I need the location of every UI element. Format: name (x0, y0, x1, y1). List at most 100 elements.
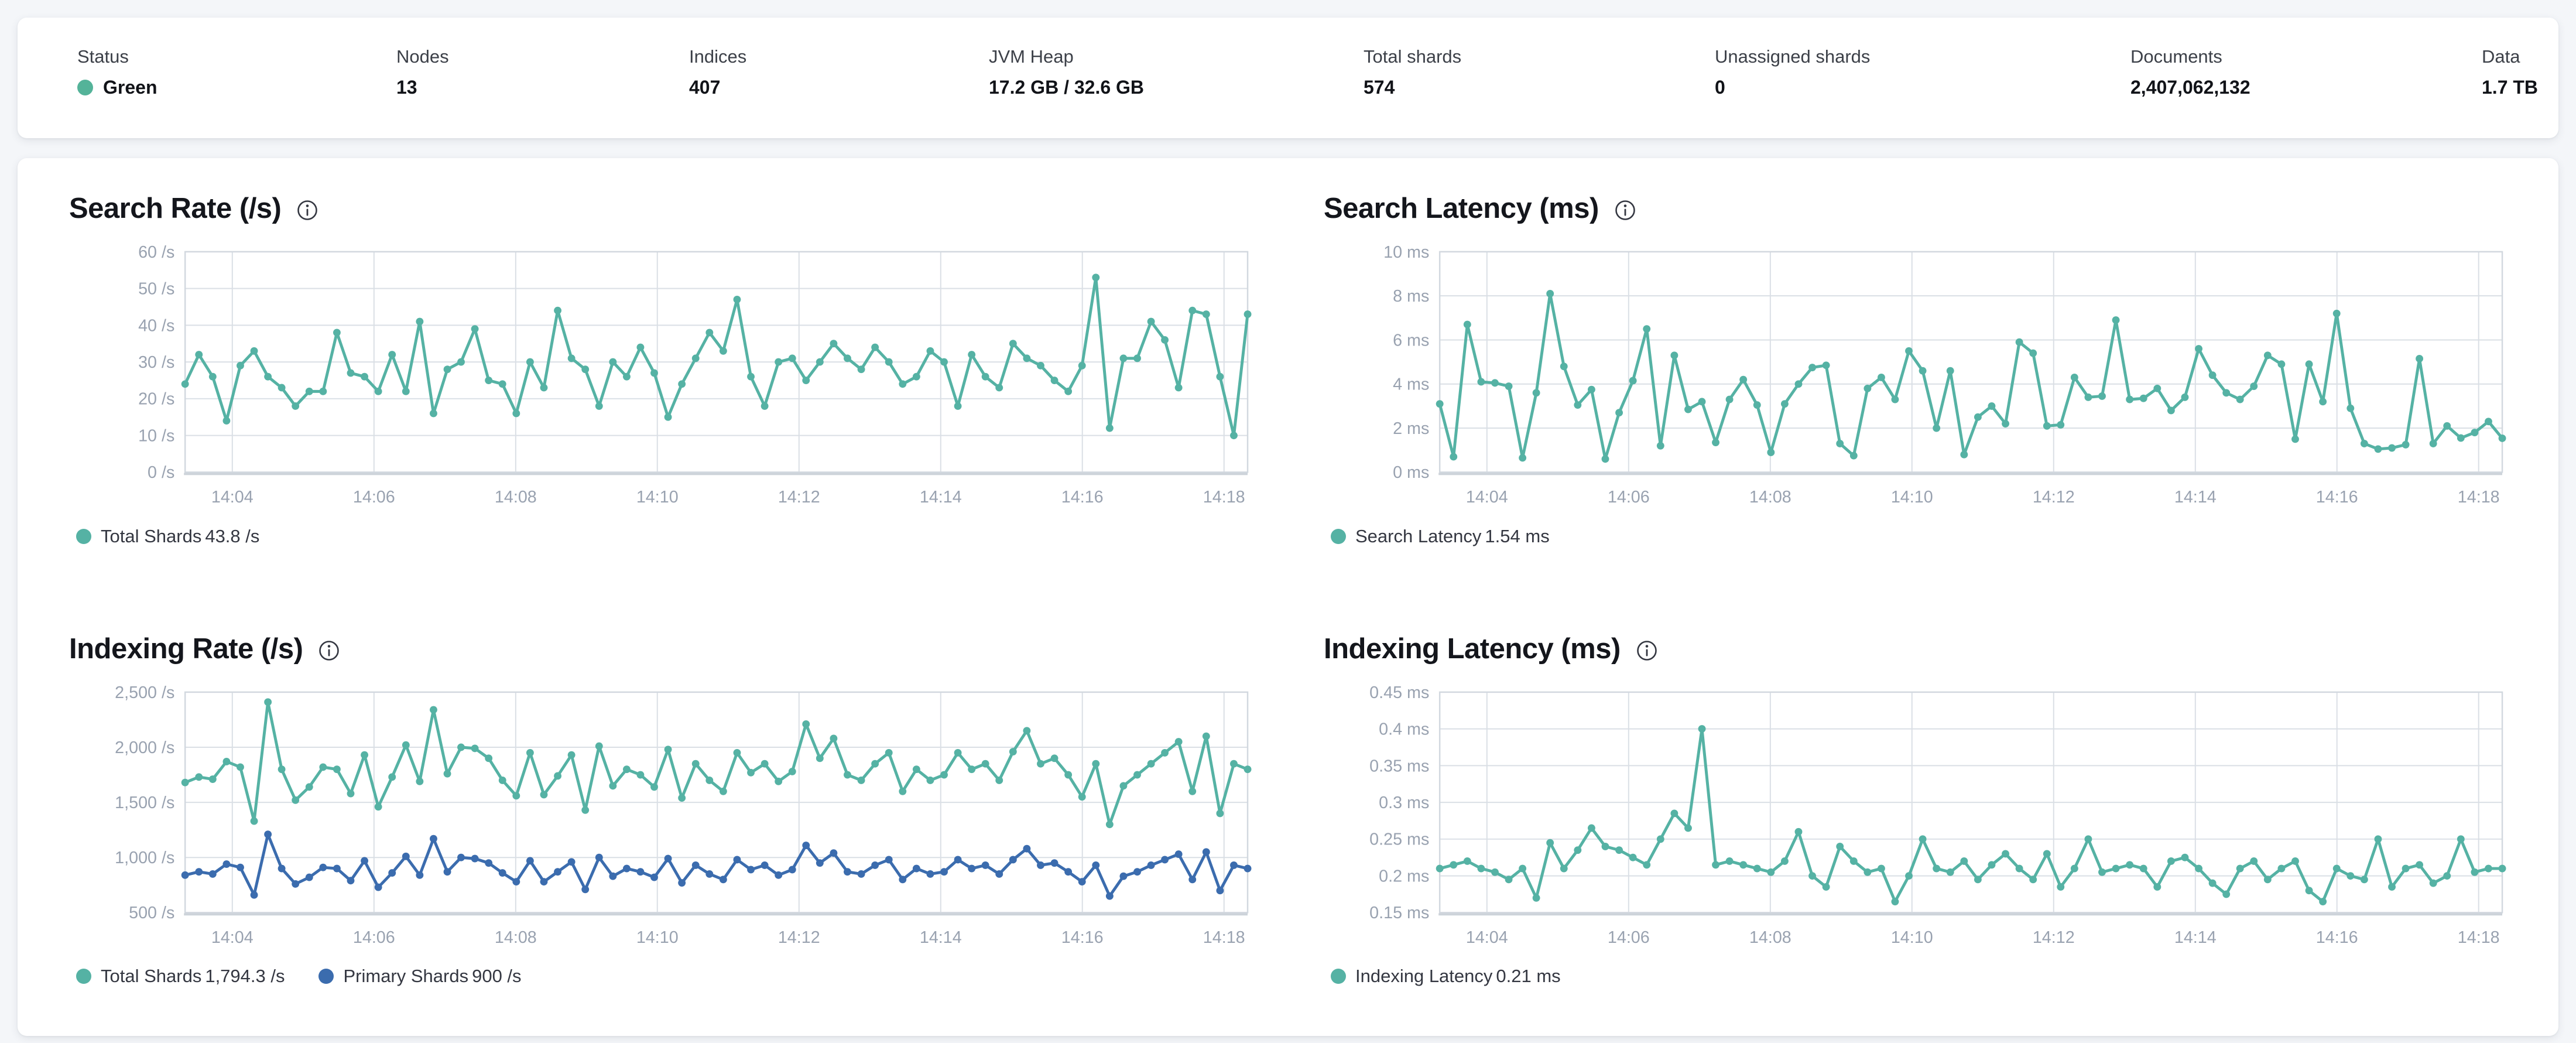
svg-text:0.25 ms: 0.25 ms (1369, 830, 1429, 849)
svg-text:1,000 /s: 1,000 /s (115, 849, 174, 867)
svg-text:1,500 /s: 1,500 /s (115, 794, 174, 812)
stat-unassigned-shards: Unassigned shards 0 (1715, 46, 2130, 98)
stat-documents: Documents 2,407,062,132 (2130, 46, 2482, 98)
chart-legend: Indexing Latency 0.21 ms (1324, 966, 2507, 987)
stat-value: 0 (1715, 77, 1725, 98)
svg-text:2 ms: 2 ms (1393, 419, 1429, 438)
stat-value-row: Green (77, 77, 396, 98)
svg-text:0.4 ms: 0.4 ms (1379, 720, 1429, 738)
svg-text:6 ms: 6 ms (1393, 331, 1429, 350)
legend-item-search-latency[interactable]: Search Latency 1.54 ms (1331, 526, 1550, 547)
svg-text:40 /s: 40 /s (138, 316, 174, 335)
svg-text:4 ms: 4 ms (1393, 375, 1429, 394)
legend-series-value: 1,794.3 /s (205, 966, 285, 987)
stat-label: Total shards (1364, 46, 1462, 67)
svg-text:14:04: 14:04 (1466, 928, 1508, 947)
svg-text:14:18: 14:18 (1203, 488, 1245, 507)
chart-search-latency-ms: Search Latency (ms) 10 ms 8 ms 6 ms 4 ms 2 m… (1324, 192, 2507, 547)
chart-plot[interactable]: 10 ms 8 ms 6 ms 4 ms 2 ms 0 ms 14:04 14:06 14:08… (1324, 245, 2507, 511)
legend-series-value: 0.21 ms (1496, 966, 1561, 987)
chart-plot[interactable]: 2,500 /s 2,000 /s 1,500 /s 1,000 /s 500 /s 14… (69, 685, 1252, 951)
chart-head: Search Rate (/s) (69, 192, 1252, 225)
info-icon[interactable] (296, 199, 319, 222)
svg-text:10 /s: 10 /s (138, 427, 174, 446)
stat-indices: Indices 407 (689, 46, 989, 98)
legend-dot-icon (318, 969, 334, 984)
info-icon[interactable] (317, 639, 341, 662)
stat-value: 17.2 GB / 32.6 GB (989, 77, 1145, 98)
svg-text:2,500 /s: 2,500 /s (115, 685, 174, 702)
svg-text:14:18: 14:18 (2458, 488, 2500, 507)
legend-series-name: Primary Shards (343, 966, 469, 987)
chart-search-rate-s: Search Rate (/s) 60 /s 50 /s 40 /s 30 /s 20 … (69, 192, 1252, 547)
legend-series-value: 43.8 /s (205, 525, 260, 546)
stat-label: JVM Heap (989, 46, 1074, 67)
legend-dot-icon (76, 528, 91, 544)
svg-text:0.15 ms: 0.15 ms (1369, 904, 1429, 922)
svg-text:14:14: 14:14 (920, 488, 962, 507)
svg-text:14:16: 14:16 (2316, 488, 2358, 507)
stat-label: Status (77, 46, 129, 67)
stat-value-row: 2,407,062,132 (2130, 77, 2482, 98)
svg-text:14:10: 14:10 (1891, 488, 1933, 507)
svg-text:14:16: 14:16 (2316, 928, 2358, 947)
stat-value-row: 407 (689, 77, 989, 98)
legend-text: Total Shards 1,794.3 /s (101, 966, 285, 987)
svg-text:14:10: 14:10 (636, 928, 679, 947)
legend-text: Search Latency 1.54 ms (1355, 526, 1550, 547)
stat-value: 2,407,062,132 (2130, 77, 2250, 98)
legend-series-name: Indexing Latency (1355, 966, 1493, 987)
chart-head: Indexing Rate (/s) (69, 632, 1252, 665)
chart-plot[interactable]: 60 /s 50 /s 40 /s 30 /s 20 /s 10 /s 0 /s 14:04 1… (69, 245, 1252, 511)
chart-legend: Total Shards 43.8 /s (69, 526, 1252, 547)
stat-value: 13 (396, 77, 417, 98)
chart-legend: Search Latency 1.54 ms (1324, 526, 2507, 547)
svg-text:14:12: 14:12 (2033, 928, 2075, 947)
stat-nodes: Nodes 13 (396, 46, 689, 98)
stat-value: 574 (1364, 77, 1395, 98)
svg-text:30 /s: 30 /s (138, 353, 174, 372)
legend-series-value: 1.54 ms (1485, 525, 1550, 546)
chart-title: Indexing Rate (/s) (69, 632, 303, 665)
chart-title: Indexing Latency (ms) (1324, 632, 1621, 665)
info-icon[interactable] (1635, 639, 1659, 662)
stat-value-row: 1.7 TB (2482, 77, 2538, 98)
legend-item-primary-shards[interactable]: Primary Shards 900 /s (318, 966, 522, 987)
legend-item-total-shards[interactable]: Total Shards 43.8 /s (76, 526, 259, 547)
cluster-status-bar: Status Green Nodes 13 Indices 407 JVM He… (18, 18, 2558, 138)
stat-value: 407 (689, 77, 721, 98)
legend-series-name: Total Shards (101, 525, 202, 546)
svg-text:14:12: 14:12 (778, 928, 820, 947)
chart-indexing-rate-s: Indexing Rate (/s) 2,500 /s 2,000 /s 1,500… (69, 632, 1252, 987)
svg-text:0 /s: 0 /s (148, 463, 174, 482)
legend-series-name: Total Shards (101, 966, 202, 987)
svg-text:0 ms: 0 ms (1393, 463, 1429, 482)
stat-label: Documents (2130, 46, 2222, 67)
stat-value-row: 13 (396, 77, 689, 98)
svg-text:14:14: 14:14 (2174, 488, 2217, 507)
stat-data: Data 1.7 TB (2482, 46, 2538, 98)
svg-text:14:12: 14:12 (778, 488, 820, 507)
chart-plot[interactable]: 0.45 ms 0.4 ms 0.35 ms 0.3 ms 0.25 ms 0.2 ms 0… (1324, 685, 2507, 951)
svg-text:500 /s: 500 /s (129, 904, 174, 922)
chart-legend: Total Shards 1,794.3 /s Primary Shards 900 … (69, 966, 1252, 987)
stat-jvm-heap: JVM Heap 17.2 GB / 32.6 GB (989, 46, 1364, 98)
legend-item-total-shards[interactable]: Total Shards 1,794.3 /s (76, 966, 285, 987)
status-dot-icon (77, 80, 93, 96)
stat-status: Status Green (77, 46, 396, 98)
stat-value: Green (103, 77, 157, 98)
legend-item-indexing-latency[interactable]: Indexing Latency 0.21 ms (1331, 966, 1561, 987)
svg-text:14:14: 14:14 (2174, 928, 2217, 947)
charts-panel: Search Rate (/s) 60 /s 50 /s 40 /s 30 /s 20 … (18, 158, 2558, 1037)
svg-text:0.35 ms: 0.35 ms (1369, 757, 1429, 775)
svg-text:14:04: 14:04 (211, 928, 254, 947)
chart-head: Indexing Latency (ms) (1324, 632, 2507, 665)
info-icon[interactable] (1614, 199, 1637, 222)
svg-text:14:06: 14:06 (353, 488, 395, 507)
svg-text:14:10: 14:10 (1891, 928, 1933, 947)
stat-label: Data (2482, 46, 2520, 67)
svg-text:14:18: 14:18 (2458, 928, 2500, 947)
legend-text: Indexing Latency 0.21 ms (1355, 966, 1561, 987)
stat-value-row: 0 (1715, 77, 2130, 98)
svg-text:14:06: 14:06 (1608, 928, 1650, 947)
